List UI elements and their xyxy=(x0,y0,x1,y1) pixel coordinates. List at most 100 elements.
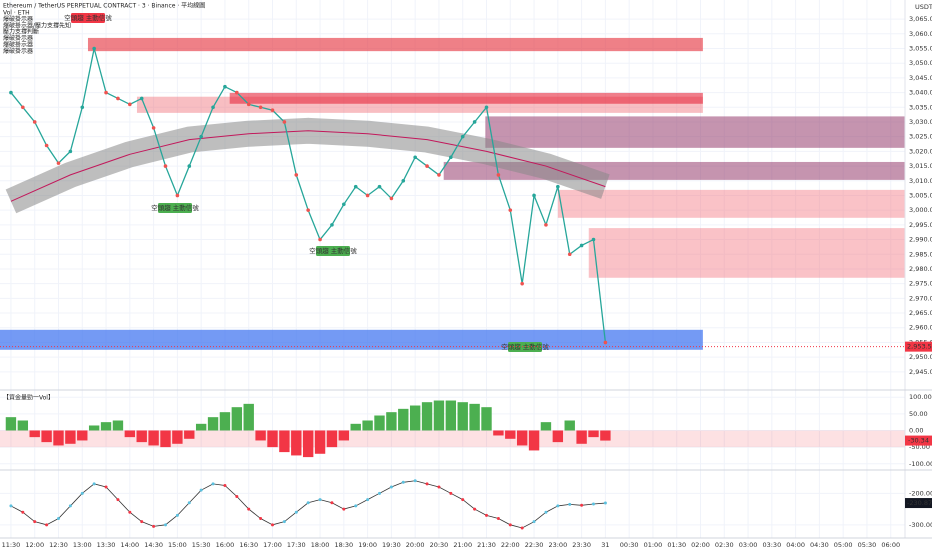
price-point xyxy=(342,202,346,207)
x-tick-label: 02:00 xyxy=(691,541,710,549)
oscillator-dot xyxy=(152,524,156,528)
x-tick-label: 21:30 xyxy=(477,541,496,549)
y-tick-label: 2,960.00 xyxy=(909,324,932,332)
oscillator-dot xyxy=(508,523,512,527)
oscillator-dot xyxy=(223,483,227,487)
price-point xyxy=(496,173,501,177)
y-tick-label: 3,020.00 xyxy=(909,147,932,155)
price-point xyxy=(520,281,524,286)
histogram-bar xyxy=(279,430,290,453)
x-tick-label: 18:30 xyxy=(334,541,353,549)
histogram-bar xyxy=(576,430,587,444)
histogram-bar xyxy=(350,423,361,431)
x-tick-label: 20:00 xyxy=(406,541,425,549)
ma-line xyxy=(10,130,606,202)
signal-label: 空頭趨 主動信號 xyxy=(151,203,199,212)
oscillator-dot xyxy=(413,479,417,483)
price-point xyxy=(246,102,251,107)
histogram-bar xyxy=(100,422,112,431)
price-point xyxy=(211,105,215,110)
histogram-bar xyxy=(291,430,302,456)
price-point xyxy=(44,143,49,148)
price-zone xyxy=(87,37,703,52)
oscillator-dot xyxy=(532,520,536,524)
price-point xyxy=(437,173,441,177)
oscillator-dot xyxy=(461,498,465,502)
x-tick-label: 18:00 xyxy=(311,541,330,549)
oscillator-dot xyxy=(56,517,60,521)
histogram-bar xyxy=(433,400,445,431)
x-tick-label: 14:30 xyxy=(144,541,163,549)
oscillator-dot xyxy=(92,482,96,486)
x-tick-label: 05:30 xyxy=(858,541,877,549)
oscillator-dot xyxy=(68,504,72,508)
price-point xyxy=(365,193,370,198)
axis-unit: USDT xyxy=(915,3,932,11)
oscillator-dot xyxy=(568,502,572,506)
histogram-bar xyxy=(184,430,195,439)
price-point xyxy=(603,340,608,345)
price-point xyxy=(68,149,73,154)
histogram-bar xyxy=(255,430,266,441)
price-point xyxy=(282,120,287,124)
price-point xyxy=(508,208,513,212)
histogram-bar xyxy=(17,420,29,431)
price-point xyxy=(318,237,322,242)
oscillator-dot xyxy=(520,526,524,530)
price-point xyxy=(151,126,156,130)
histogram-bar xyxy=(302,430,314,458)
x-tick-label: 03:30 xyxy=(762,541,781,549)
price-point xyxy=(92,46,96,51)
oscillator-dot xyxy=(603,501,607,505)
histogram-bar xyxy=(124,430,136,438)
histogram-bar xyxy=(564,420,575,431)
y-tick-label: 3,045.00 xyxy=(909,74,932,82)
price-point xyxy=(567,252,572,257)
signal-badge xyxy=(71,13,105,23)
oscillator-dot xyxy=(342,507,346,511)
histogram-bar xyxy=(469,403,480,431)
price-point xyxy=(223,84,227,89)
x-tick-label: 22:00 xyxy=(501,541,520,549)
pane-title: 【資金量勁一Vol】 xyxy=(3,394,54,402)
price-point xyxy=(449,155,453,160)
y-tick-label: 3,015.00 xyxy=(909,162,932,170)
oscillator-dot xyxy=(425,482,429,486)
y-tick-label: 3,035.00 xyxy=(909,103,932,111)
y-tick-label: 3,065.00 xyxy=(909,15,932,23)
histogram-bar xyxy=(53,430,64,446)
histogram-bar xyxy=(421,402,433,431)
price-point xyxy=(591,237,596,242)
price-point xyxy=(32,120,37,124)
histogram-bar xyxy=(398,408,409,431)
histogram-bar xyxy=(29,430,40,438)
histogram-bar xyxy=(219,412,231,431)
price-point xyxy=(9,90,13,95)
neutral-band xyxy=(0,430,905,448)
oscillator-dot xyxy=(580,503,584,507)
x-tick-label: 04:00 xyxy=(786,541,805,549)
oscillator-dot xyxy=(306,501,310,505)
y-tick-label: 3,055.00 xyxy=(909,45,932,53)
oscillator-dot xyxy=(437,485,441,489)
oscillator-dot xyxy=(294,510,298,514)
oscillator-dot xyxy=(354,504,358,508)
y-tick-label: 2,995.00 xyxy=(909,221,932,229)
oscillator-dot xyxy=(140,520,144,524)
x-tick-label: 01:00 xyxy=(644,541,663,549)
histogram-bar xyxy=(588,430,599,438)
histogram-bar xyxy=(231,407,243,431)
price-point xyxy=(353,184,358,189)
symbol-title: Ethereum / TetherUS PERPETUAL CONTRACT ·… xyxy=(3,2,205,10)
x-tick-label: 02:30 xyxy=(715,541,734,549)
oscillator-dot xyxy=(496,517,500,521)
price-zone xyxy=(485,116,905,148)
indicator-label: 壓力支撐判斷 xyxy=(3,28,39,36)
oscillator-dot xyxy=(104,485,108,489)
histogram-bar xyxy=(112,420,124,431)
oscillator-dot xyxy=(80,491,84,495)
price-point xyxy=(579,243,584,248)
